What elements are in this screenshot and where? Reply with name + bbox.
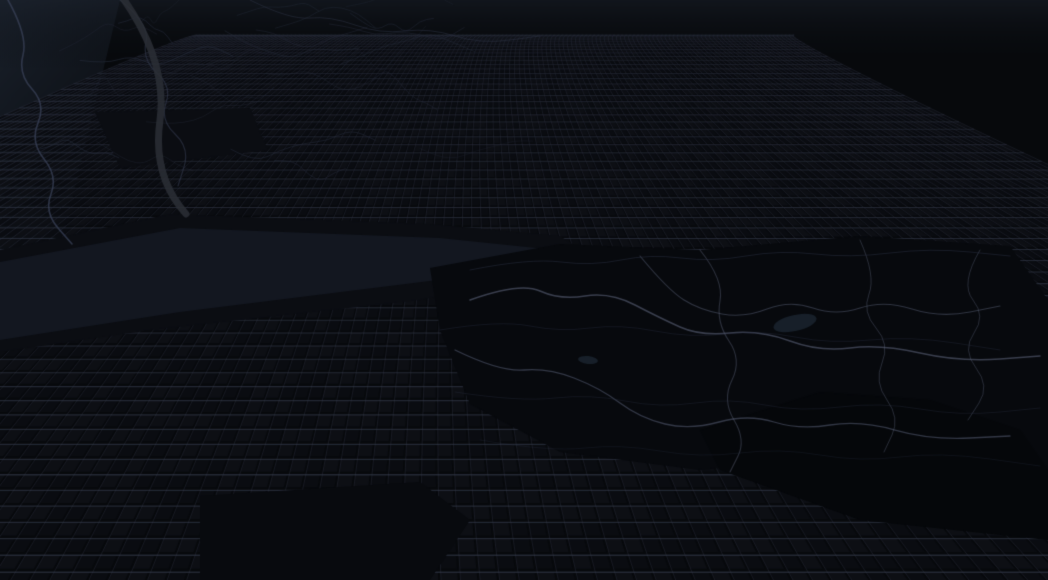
map-viewport[interactable] <box>0 0 1048 580</box>
column-layer[interactable] <box>0 0 1048 580</box>
